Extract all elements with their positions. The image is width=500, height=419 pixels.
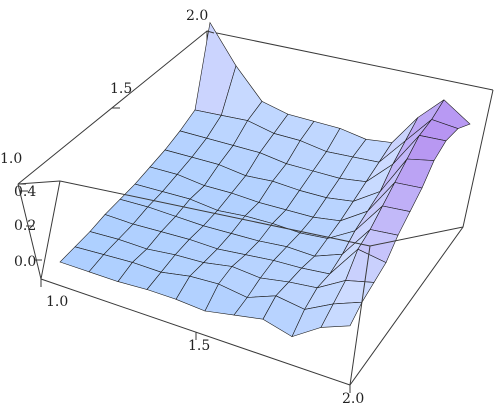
y-tick-label: 2.0 xyxy=(186,8,208,24)
y-tick-label: 1.5 xyxy=(110,81,132,97)
x-tick-label: 1.0 xyxy=(46,294,68,310)
z-tick-label: 0.4 xyxy=(14,184,36,200)
axis-ticks: 1.0 1.5 2.0 0.4 0.2 0.0 1.0 1.5 2.0 xyxy=(0,8,364,407)
x-tick-label: 1.5 xyxy=(188,338,210,354)
y-tick-label: 1.0 xyxy=(0,151,22,167)
z-tick-label: 0.0 xyxy=(14,254,36,270)
surface-mesh xyxy=(59,21,471,338)
z-tick-label: 0.2 xyxy=(14,218,36,234)
x-tick-label: 2.0 xyxy=(342,391,364,407)
